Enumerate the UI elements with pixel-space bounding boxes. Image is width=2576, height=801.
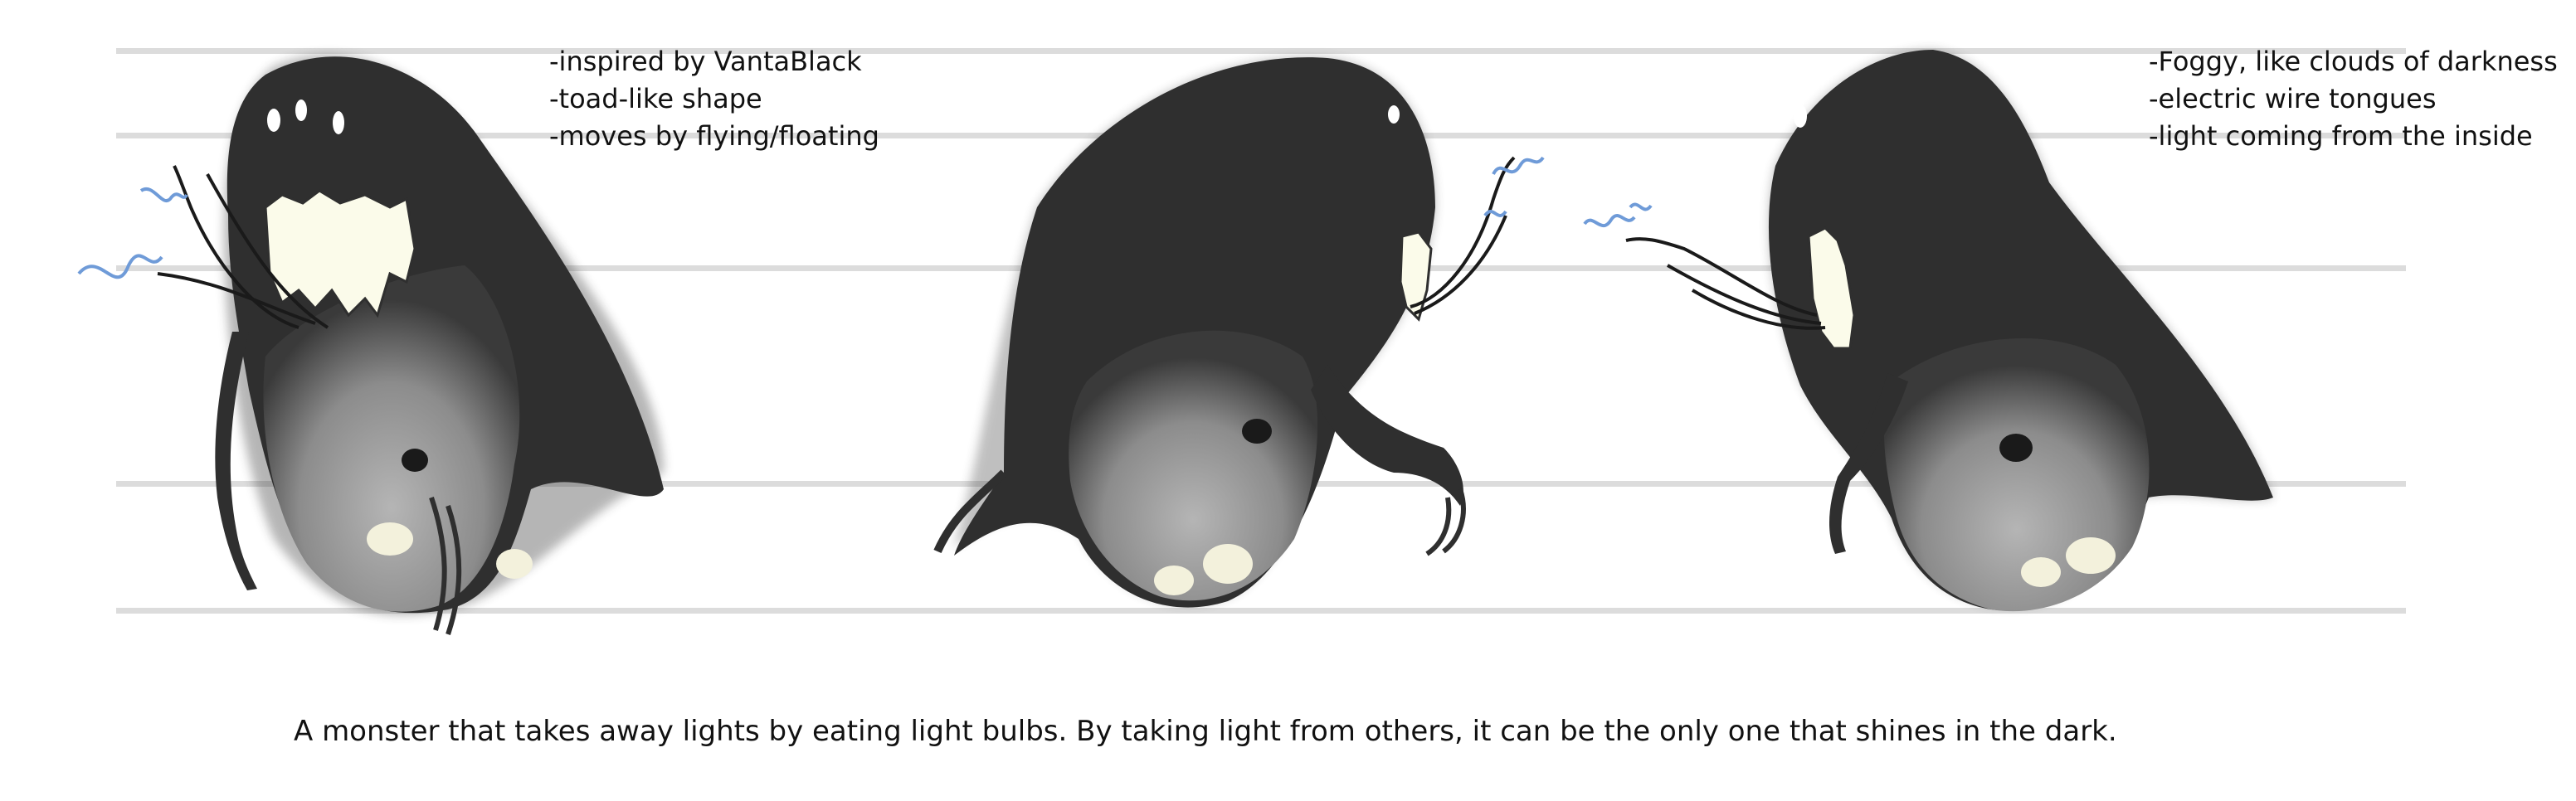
guide-line-1 xyxy=(116,48,2406,54)
notes-left: -inspired by VantaBlack -toad-like shape… xyxy=(549,43,879,155)
guide-line-5 xyxy=(116,608,2406,614)
notes-right: -Foggy, like clouds of darkness -electri… xyxy=(2149,43,2558,155)
caption: A monster that takes away lights by eati… xyxy=(294,715,2117,748)
monster-front-view xyxy=(77,55,664,635)
note-item: -light coming from the inside xyxy=(2149,120,2533,152)
note-item: -toad-like shape xyxy=(549,83,762,114)
note-item: -Foggy, like clouds of darkness xyxy=(2149,46,2558,77)
monster-side-view xyxy=(933,57,1545,608)
note-item: -inspired by VantaBlack xyxy=(549,46,862,77)
note-item: -electric wire tongues xyxy=(2149,83,2437,114)
monster-three-quarter-view xyxy=(1583,50,2273,612)
note-item: -moves by flying/floating xyxy=(549,120,879,152)
